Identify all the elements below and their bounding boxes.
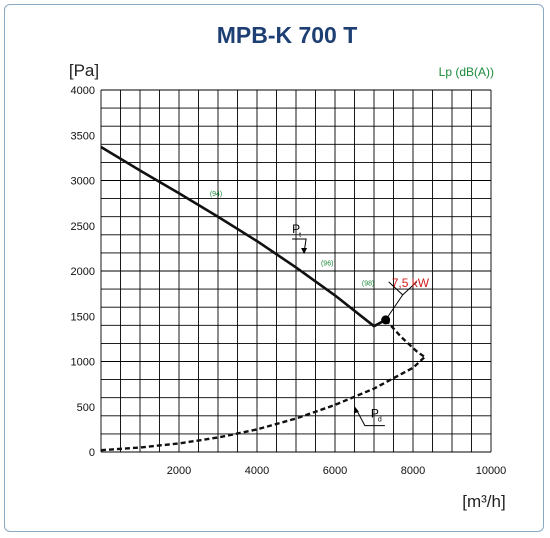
power-label: 7,5 kW (392, 276, 430, 290)
operating-point-leader (385, 294, 404, 321)
power-leader-left (388, 281, 404, 296)
y-tick-label: 3000 (71, 176, 95, 188)
series-line-pd (100, 356, 426, 452)
x-tick-label: 4000 (245, 465, 269, 477)
y-axis-label: [Pa] (69, 61, 99, 80)
power-leader-right (402, 281, 418, 296)
noise-level-label: (94) (210, 191, 222, 198)
y-tick-label: 3500 (71, 130, 95, 142)
curve-label-pt-sub: t (299, 232, 301, 239)
y-tick-label: 2500 (71, 221, 95, 233)
x-tick-label: 8000 (401, 465, 425, 477)
pt-arrowhead (301, 247, 308, 254)
y-tick-label: 1500 (71, 311, 95, 323)
chart-frame (4, 4, 544, 532)
noise-level-label: (96) (321, 261, 333, 268)
pd-arrowhead (353, 406, 359, 414)
y-tick-label: 500 (77, 402, 95, 414)
y-tick-label: 2000 (71, 266, 95, 278)
legend-label: Lp (dB(A)) (439, 65, 494, 79)
x-tick-label: 10000 (476, 465, 507, 477)
series-line-pt (100, 145, 387, 328)
noise-level-label: (98) (362, 280, 374, 287)
pd-leader (356, 410, 385, 427)
curve-label-pd-sub: d (378, 417, 382, 424)
x-tick-label: 6000 (323, 465, 347, 477)
x-tick-label: 2000 (167, 465, 191, 477)
y-tick-label: 0 (89, 447, 95, 459)
tick-labels: 0 500 1000 1500 2000 2500 3000 3500 4000 2000 4000… (71, 85, 507, 477)
chart-title: MPB-K 700 T (217, 22, 358, 48)
curves (100, 145, 426, 452)
series-line-pt-extension (384, 319, 426, 358)
curve-label-pt: P (292, 222, 300, 236)
curve-label-pd: P (371, 407, 379, 421)
x-axis-label: [m³/h] (462, 492, 505, 511)
y-tick-label: 1000 (71, 357, 95, 369)
pt-leader (292, 238, 307, 253)
y-tick-label: 4000 (71, 85, 95, 97)
grid (100, 89, 492, 453)
